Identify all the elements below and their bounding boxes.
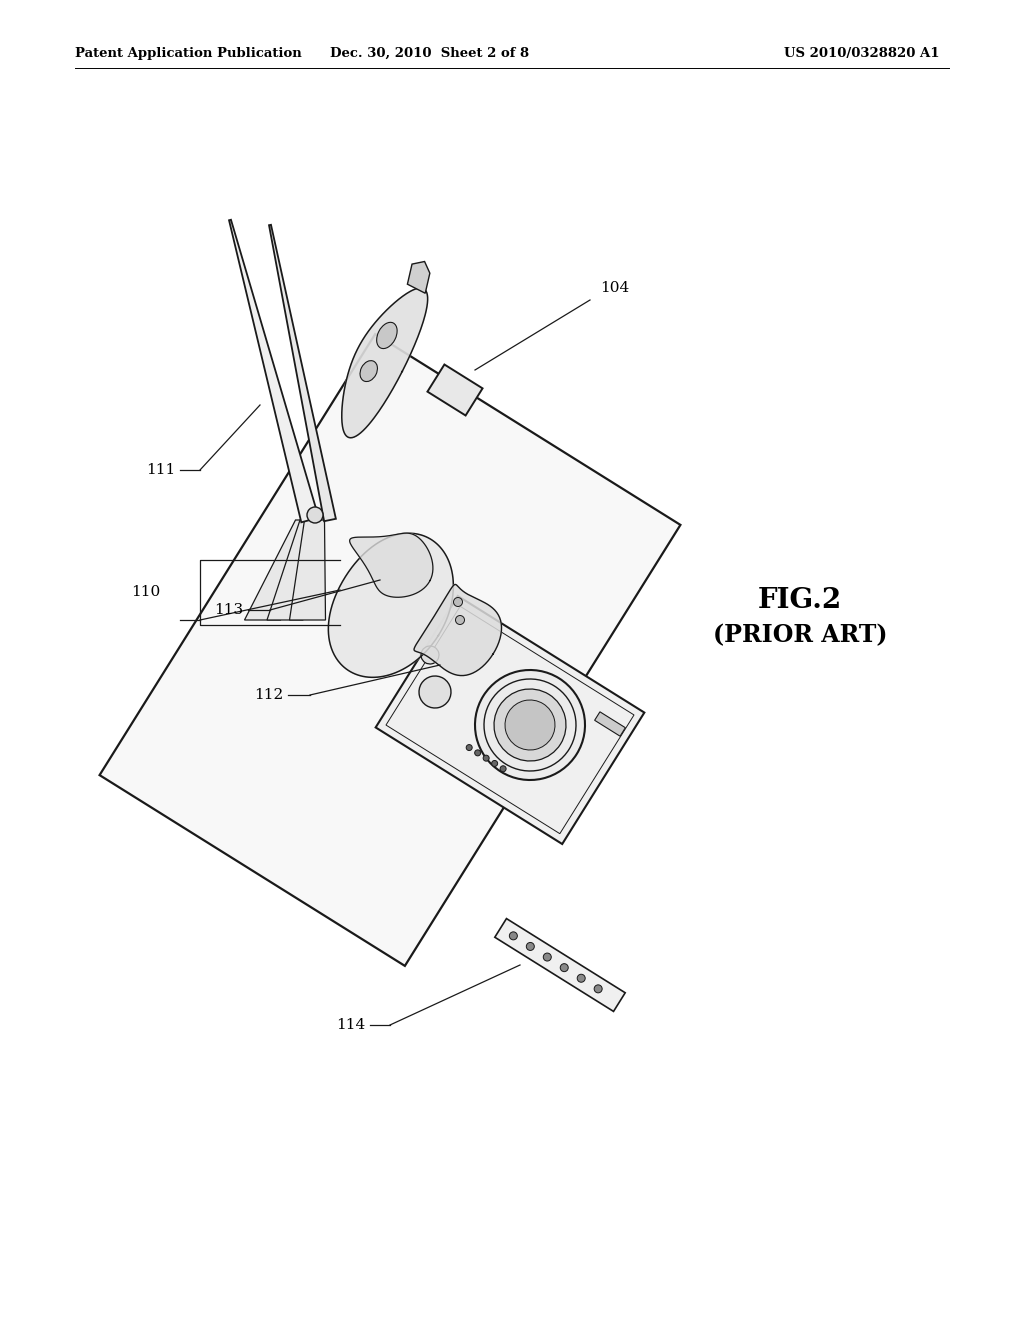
Polygon shape xyxy=(595,711,626,737)
Ellipse shape xyxy=(505,700,555,750)
Polygon shape xyxy=(245,520,315,620)
Ellipse shape xyxy=(475,750,480,756)
Ellipse shape xyxy=(360,360,378,381)
Ellipse shape xyxy=(560,964,568,972)
Ellipse shape xyxy=(307,507,323,523)
Text: Patent Application Publication: Patent Application Publication xyxy=(75,46,302,59)
Ellipse shape xyxy=(483,755,489,762)
Ellipse shape xyxy=(454,598,463,606)
Ellipse shape xyxy=(466,744,472,751)
Ellipse shape xyxy=(475,671,585,780)
Polygon shape xyxy=(329,533,454,677)
Ellipse shape xyxy=(419,676,451,708)
Ellipse shape xyxy=(594,985,602,993)
Ellipse shape xyxy=(494,689,566,762)
Polygon shape xyxy=(414,585,502,676)
Ellipse shape xyxy=(578,974,585,982)
Polygon shape xyxy=(427,364,482,416)
Text: US 2010/0328820 A1: US 2010/0328820 A1 xyxy=(784,46,940,59)
Text: 114: 114 xyxy=(336,1018,365,1032)
Text: FIG.2: FIG.2 xyxy=(758,586,842,614)
Polygon shape xyxy=(349,533,433,597)
Text: 113: 113 xyxy=(214,603,243,616)
Polygon shape xyxy=(269,224,336,521)
Text: 111: 111 xyxy=(145,463,175,477)
Polygon shape xyxy=(99,334,680,966)
Ellipse shape xyxy=(421,645,439,664)
Ellipse shape xyxy=(377,322,397,348)
Polygon shape xyxy=(376,597,644,843)
Text: 112: 112 xyxy=(254,688,283,702)
Polygon shape xyxy=(290,520,326,620)
Polygon shape xyxy=(229,219,318,523)
Polygon shape xyxy=(408,261,430,293)
Ellipse shape xyxy=(456,615,465,624)
Ellipse shape xyxy=(509,932,517,940)
Text: (PRIOR ART): (PRIOR ART) xyxy=(713,623,887,647)
Text: Dec. 30, 2010  Sheet 2 of 8: Dec. 30, 2010 Sheet 2 of 8 xyxy=(331,46,529,59)
Text: 110: 110 xyxy=(131,585,160,599)
Ellipse shape xyxy=(544,953,551,961)
Polygon shape xyxy=(267,520,319,620)
Polygon shape xyxy=(342,288,428,438)
Ellipse shape xyxy=(526,942,535,950)
Polygon shape xyxy=(495,919,626,1011)
Text: 104: 104 xyxy=(600,281,630,294)
Ellipse shape xyxy=(500,766,506,772)
Ellipse shape xyxy=(492,760,498,767)
